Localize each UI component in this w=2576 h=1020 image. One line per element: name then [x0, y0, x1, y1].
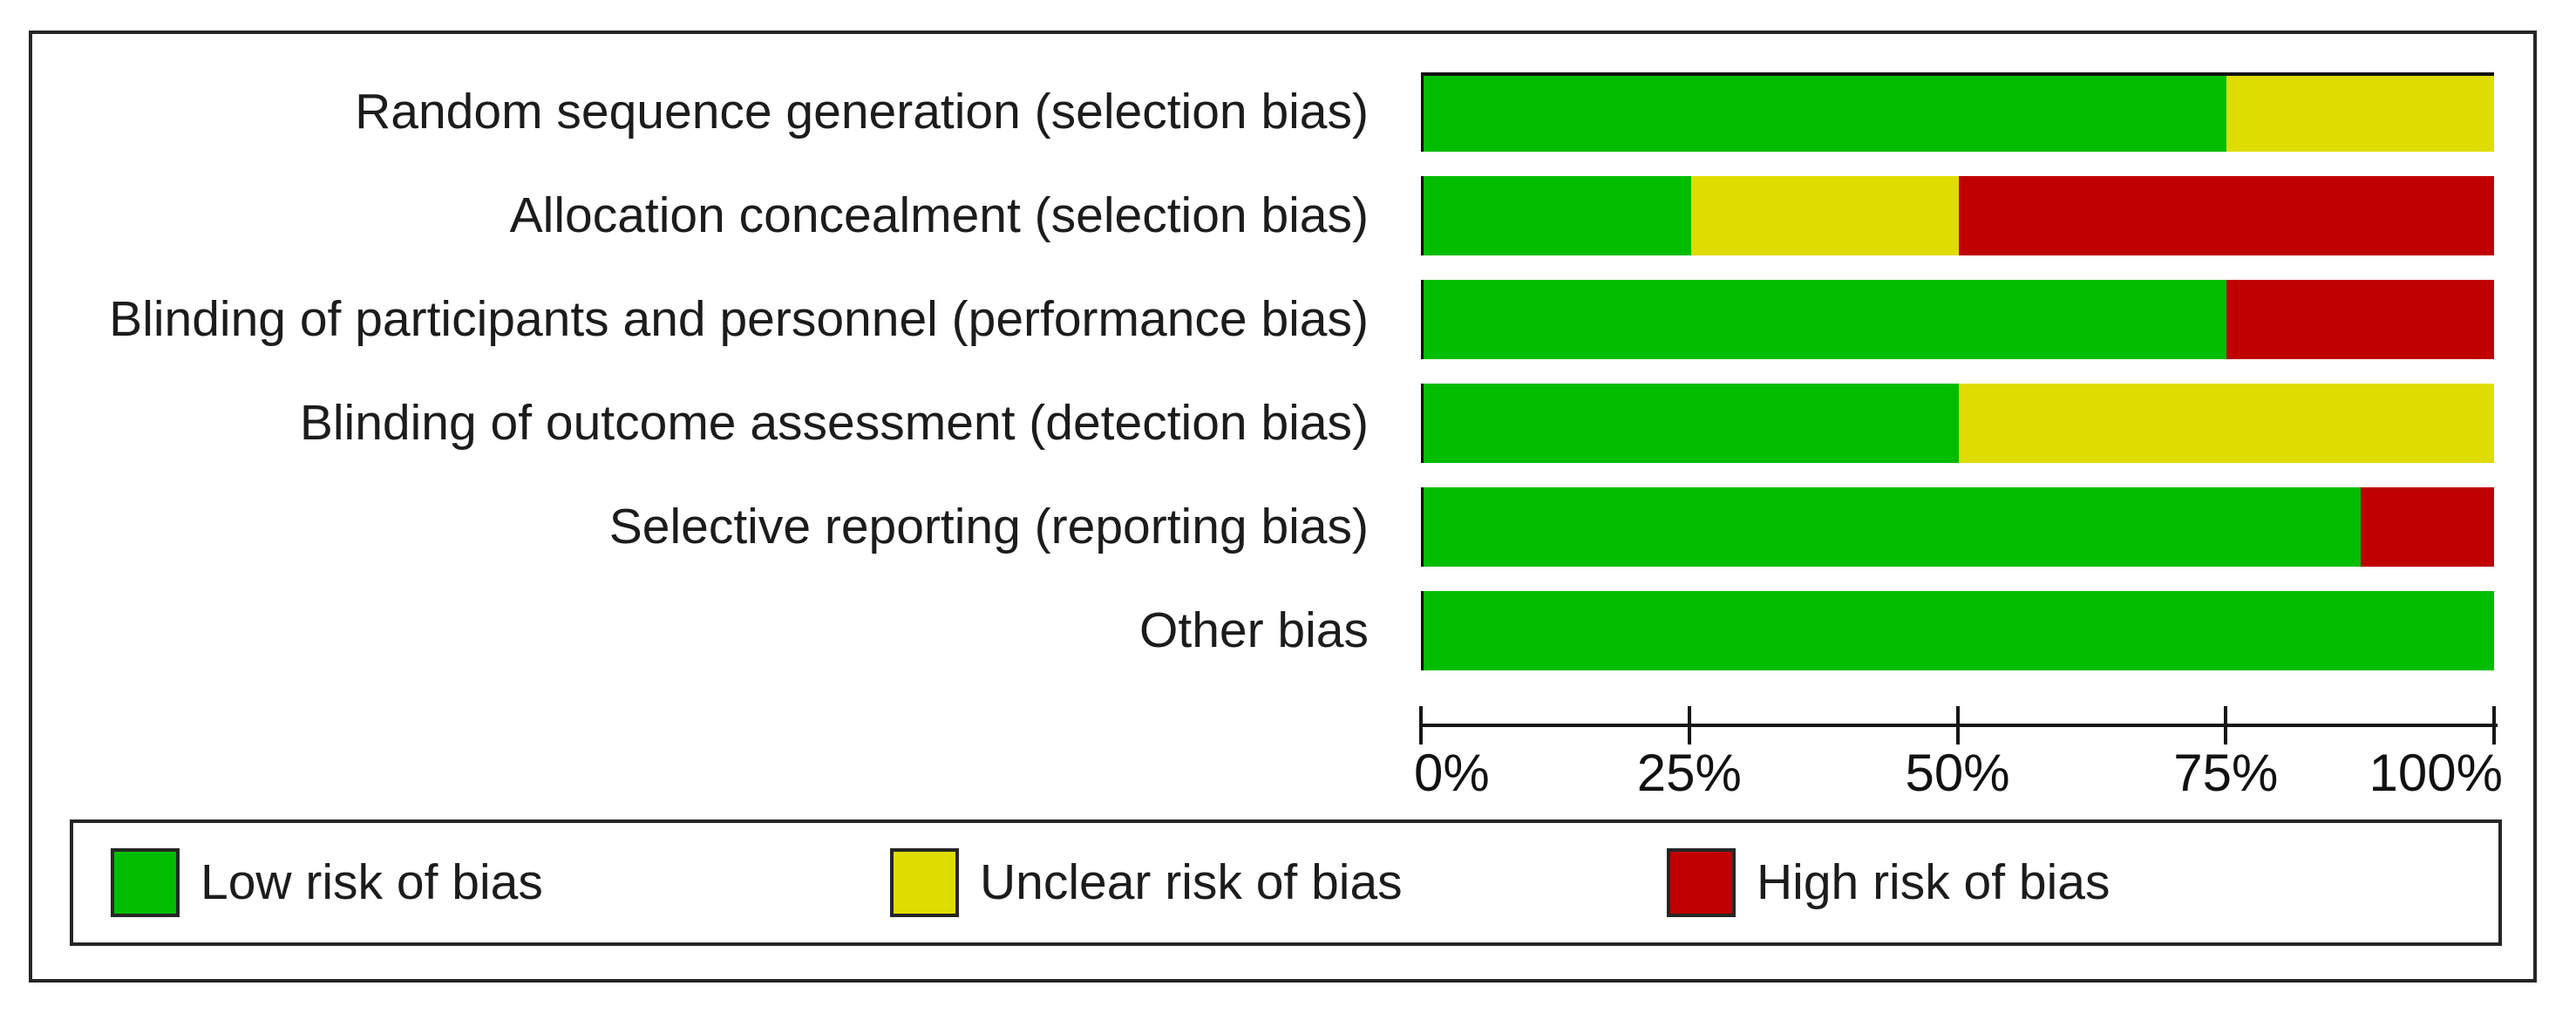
bar-segment-high	[2226, 280, 2494, 359]
axis-tick-label: 0%	[1414, 744, 1490, 802]
bar-rows	[1421, 72, 2494, 695]
bar-row	[1421, 591, 2494, 670]
legend-item: Unclear risk of bias	[890, 823, 1403, 942]
bar-track	[1421, 487, 2494, 567]
bar-segment-low	[1424, 280, 2226, 359]
legend-label: Low risk of bias	[201, 854, 543, 910]
bar-segment-unclear	[2226, 76, 2494, 152]
bar-track	[1421, 591, 2494, 670]
axis-tick	[1955, 706, 1960, 745]
bar-segment-high	[1959, 176, 2494, 255]
legend-item: High risk of bias	[1667, 823, 2110, 942]
x-axis-line	[1421, 724, 2498, 727]
axis-tick	[1687, 706, 1691, 745]
bar-row	[1421, 487, 2494, 567]
bar-row	[1421, 384, 2494, 463]
legend-label: Unclear risk of bias	[980, 854, 1403, 910]
axis-tick-label: 100%	[2369, 744, 2503, 802]
legend-label: High risk of bias	[1757, 854, 2110, 910]
axis-tick-label: 50%	[1905, 744, 2010, 802]
bar-track	[1421, 72, 2494, 152]
bar-track	[1421, 176, 2494, 255]
risk-of-bias-graph-frame: Random sequence generation (selection bi…	[29, 31, 2537, 983]
row-label: Other bias	[1139, 602, 1369, 658]
legend-swatch-low	[111, 848, 180, 917]
bar-row	[1421, 280, 2494, 359]
bar-track	[1421, 280, 2494, 359]
bar-segment-unclear	[1959, 384, 2494, 463]
bar-row	[1421, 176, 2494, 255]
legend-swatch-high	[1667, 848, 1736, 917]
axis-tick	[2492, 706, 2496, 745]
legend: Low risk of bias Unclear risk of bias High…	[70, 819, 2502, 946]
bar-segment-low	[1424, 176, 1691, 255]
axis-tick-label: 25%	[1636, 744, 1742, 802]
bar-track	[1421, 384, 2494, 463]
row-label: Blinding of outcome assessment (detectio…	[299, 395, 1369, 451]
legend-item: Low risk of bias	[111, 823, 543, 942]
legend-swatch-unclear	[890, 848, 959, 917]
axis-tick-label: 75%	[2173, 744, 2279, 802]
bar-segment-low	[1424, 384, 1959, 463]
axis-tick	[2224, 706, 2228, 745]
bar-segment-low	[1424, 76, 2226, 152]
row-label: Blinding of participants and personnel (…	[109, 291, 1369, 347]
row-labels: Random sequence generation (selection bi…	[32, 72, 1369, 700]
row-label: Selective reporting (reporting bias)	[608, 499, 1369, 554]
bar-segment-unclear	[1691, 176, 1959, 255]
row-label: Allocation concealment (selection bias)	[509, 187, 1369, 243]
axis-tick	[1419, 706, 1423, 745]
row-label: Random sequence generation (selection bi…	[355, 84, 1369, 139]
bar-segment-low	[1424, 591, 2494, 670]
bar-row	[1421, 72, 2494, 152]
bar-segment-low	[1424, 487, 2361, 567]
bar-segment-high	[2360, 487, 2494, 567]
